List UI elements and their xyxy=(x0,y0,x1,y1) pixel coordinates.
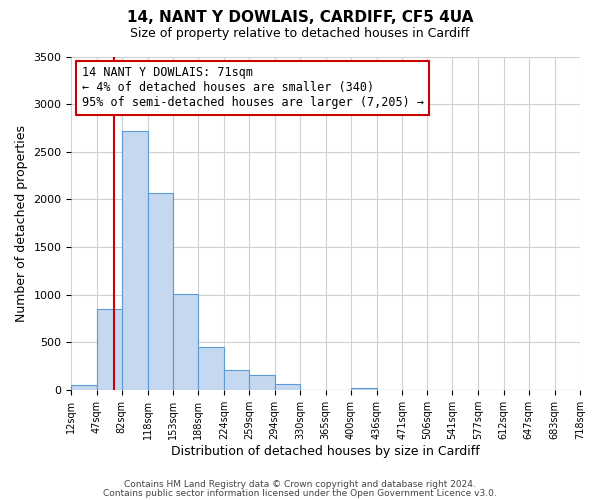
Bar xyxy=(71,385,97,390)
Text: 14 NANT Y DOWLAIS: 71sqm
← 4% of detached houses are smaller (340)
95% of semi-d: 14 NANT Y DOWLAIS: 71sqm ← 4% of detache… xyxy=(82,66,424,110)
Bar xyxy=(250,376,275,390)
Text: 14, NANT Y DOWLAIS, CARDIFF, CF5 4UA: 14, NANT Y DOWLAIS, CARDIFF, CF5 4UA xyxy=(127,10,473,25)
Text: Contains public sector information licensed under the Open Government Licence v3: Contains public sector information licen… xyxy=(103,488,497,498)
X-axis label: Distribution of detached houses by size in Cardiff: Distribution of detached houses by size … xyxy=(172,444,480,458)
Text: Size of property relative to detached houses in Cardiff: Size of property relative to detached ho… xyxy=(130,28,470,40)
Bar xyxy=(198,347,224,390)
Bar xyxy=(351,388,377,390)
Bar xyxy=(173,294,198,390)
Bar xyxy=(275,384,301,390)
Y-axis label: Number of detached properties: Number of detached properties xyxy=(15,124,28,322)
Bar xyxy=(97,309,122,390)
Bar xyxy=(224,370,250,390)
Bar xyxy=(148,192,173,390)
Bar xyxy=(122,131,148,390)
Text: Contains HM Land Registry data © Crown copyright and database right 2024.: Contains HM Land Registry data © Crown c… xyxy=(124,480,476,489)
